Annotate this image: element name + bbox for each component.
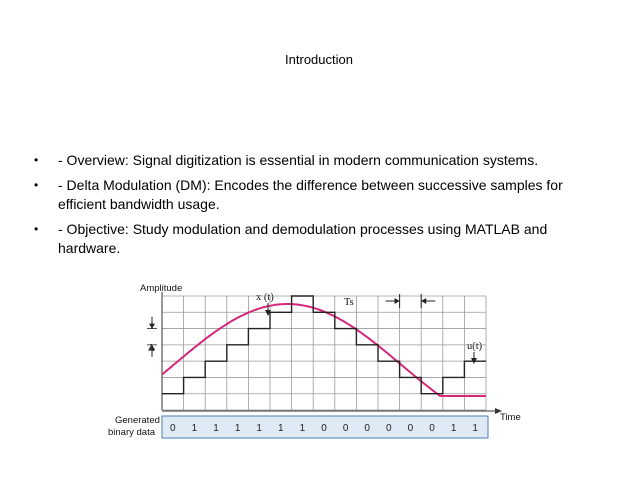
signal-curve-x (161, 303, 486, 397)
delta-modulation-diagram: Amplitude x (t) Ts Δ u(t) Time Generated… (108, 283, 521, 439)
binary-bit: 0 (386, 423, 392, 434)
binary-bit: 1 (451, 423, 457, 434)
binary-bit: 1 (472, 423, 478, 434)
ts-arrowhead-right (421, 298, 427, 304)
bullet-marker: • (34, 222, 39, 236)
slide-title: Introduction (285, 52, 353, 67)
amplitude-label: Amplitude (140, 283, 182, 294)
bullet-list: • - Overview: Signal digitization is ess… (34, 151, 604, 264)
binary-bit: 0 (429, 423, 435, 434)
generated-label: Generated (115, 415, 160, 426)
ts-label: Ts (344, 297, 354, 308)
bullet-item: • - Overview: Signal digitization is ess… (34, 151, 604, 170)
delta-modulation-figure: Amplitude x (t) Ts Δ u(t) Time Generated… (100, 278, 540, 448)
x-signal-label: x (t) (256, 292, 274, 303)
binary-data-row: 0 1 1 1 1 1 1 0 0 0 0 0 0 1 1 (161, 415, 489, 439)
ts-arrowhead-left (394, 298, 400, 304)
binary-data-box (161, 415, 489, 439)
delta-arrowhead-bottom (149, 344, 155, 350)
time-axis-arrowhead (495, 408, 502, 414)
bullet-text-overview: - Overview: Signal digitization is essen… (58, 152, 539, 168)
bullet-text-delta-modulation: - Delta Modulation (DM): Encodes the dif… (58, 177, 563, 212)
plot-grid (161, 292, 502, 414)
binary-bit: 1 (278, 423, 284, 434)
bullet-item: • - Delta Modulation (DM): Encodes the d… (34, 176, 604, 214)
bullet-marker: • (34, 178, 39, 192)
bullet-item: • - Objective: Study modulation and demo… (34, 220, 604, 258)
binary-bit: 1 (235, 423, 241, 434)
bullet-marker: • (34, 153, 39, 167)
binary-bit: 0 (170, 423, 176, 434)
binary-bit: 1 (192, 423, 198, 434)
u-signal-label: u(t) (467, 341, 483, 352)
binary-bit: 1 (256, 423, 262, 434)
bullet-text-objective: - Objective: Study modulation and demodu… (58, 221, 548, 256)
binary-bit: 0 (408, 423, 414, 434)
plot-marks (147, 294, 486, 397)
staircase-approximation-u (162, 295, 486, 395)
binary-bit: 0 (364, 423, 370, 434)
binary-bit: 1 (300, 423, 306, 434)
binary-bit: 1 (213, 423, 219, 434)
binary-bit: 0 (343, 423, 349, 434)
time-label: Time (500, 412, 521, 423)
delta-arrowhead-top (149, 323, 155, 329)
binary-bit: 0 (321, 423, 327, 434)
binary-data-label: binary data (108, 427, 156, 438)
u-label-arrowhead (471, 358, 477, 364)
x-label-arrowhead (265, 310, 271, 316)
